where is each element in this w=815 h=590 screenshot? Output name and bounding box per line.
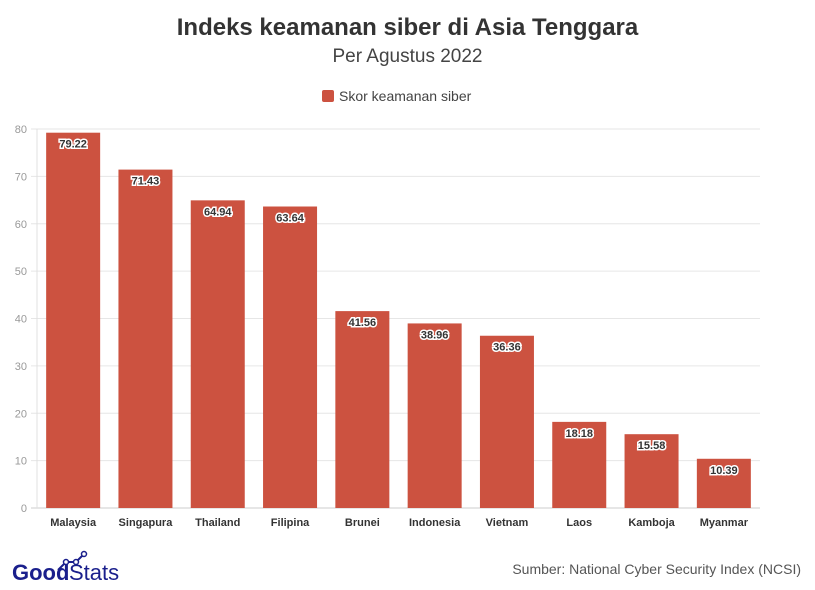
bar	[624, 434, 679, 508]
y-tick-label: 20	[15, 408, 27, 420]
y-tick-label: 80	[15, 124, 27, 136]
y-tick-label: 40	[15, 314, 27, 326]
x-tick-label: Thailand	[195, 517, 240, 529]
x-tick-label: Singapura	[119, 517, 174, 529]
y-tick-label: 10	[15, 456, 27, 468]
y-tick-label: 50	[15, 266, 27, 278]
x-tick-label: Myanmar	[700, 517, 749, 529]
y-tick-label: 0	[21, 503, 27, 515]
source-note: Sumber: National Cyber Security Index (N…	[512, 561, 801, 577]
bar	[263, 206, 318, 508]
bar	[696, 458, 751, 508]
chart-title: Indeks keamanan siber di Asia Tenggara	[176, 14, 639, 41]
x-tick-label: Laos	[566, 517, 592, 529]
data-label: 64.94	[204, 206, 232, 218]
bar	[552, 421, 607, 508]
bar	[479, 335, 534, 508]
data-label: 15.58	[638, 440, 666, 452]
data-label: 10.39	[710, 465, 738, 477]
legend[interactable]: Skor keamanan siber	[322, 88, 471, 104]
x-tick-label: Brunei	[345, 517, 380, 529]
x-tick-label: Filipina	[271, 517, 310, 529]
bar	[335, 311, 390, 508]
legend-swatch	[322, 90, 334, 102]
bar	[118, 169, 173, 508]
data-label: 41.56	[349, 317, 377, 329]
y-tick-label: 60	[15, 219, 27, 231]
data-label: 38.96	[421, 329, 449, 341]
x-tick-label: Vietnam	[486, 517, 529, 529]
bar	[46, 132, 101, 508]
data-label: 63.64	[276, 213, 304, 225]
x-tick-label: Kamboja	[628, 517, 675, 529]
svg-text:Stats: Stats	[69, 560, 119, 584]
data-label: 36.36	[493, 342, 521, 354]
svg-text:Good: Good	[12, 560, 69, 584]
bar	[190, 200, 245, 509]
data-label: 18.18	[565, 428, 593, 440]
chart-subtitle: Per Agustus 2022	[332, 46, 483, 67]
x-tick-label: Indonesia	[409, 517, 461, 529]
data-label: 71.43	[132, 176, 160, 188]
x-tick-label: Malaysia	[50, 517, 97, 529]
legend-label: Skor keamanan siber	[339, 88, 472, 104]
y-tick-label: 70	[15, 171, 27, 183]
y-tick-label: 30	[15, 361, 27, 373]
bar	[407, 323, 462, 508]
goodstats-logo: Good Stats	[12, 548, 132, 589]
bar-chart: 0 10 20 30 40 50 60 70 80 79.22 Malaysia 71.43 Singa…	[15, 124, 760, 529]
data-label: 79.22	[59, 139, 87, 151]
